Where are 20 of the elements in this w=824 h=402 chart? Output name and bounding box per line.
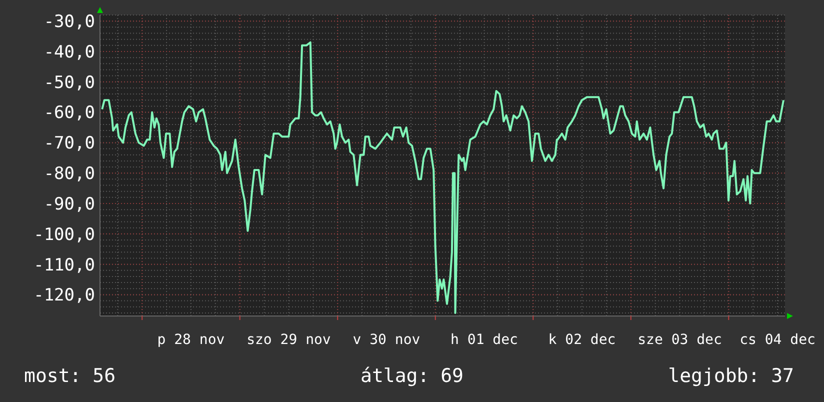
text: legjobb: 37 [668,365,794,387]
x-tick-label: sze 03 dec [638,332,722,348]
y-tick-label: -90,0 [44,194,95,214]
text: most: 56 [24,365,116,387]
y-tick-label: -100,0 [34,224,95,245]
x-tick-label: p 28 nov [157,332,225,348]
text: átlag: 69 [360,365,464,387]
y-tick-label: -60,0 [44,103,95,124]
x-tick-label: v 30 nov [352,332,420,348]
x-tick-label: k 02 dec [548,332,616,348]
y-tick-label: -70,0 [44,134,95,154]
y-tick-label: -30,0 [44,12,95,32]
y-tick-label: -110,0 [34,255,95,276]
x-tick-label: szo 29 nov [246,332,331,348]
y-tick-label: -120,0 [34,286,95,306]
y-tick-label: -40,0 [44,42,95,62]
x-tick-label: cs 04 dec [740,332,816,348]
x-tick-label: h 01 dec [450,332,518,348]
y-tick-label: -50,0 [44,72,95,93]
y-tick-label: -80,0 [44,164,95,184]
